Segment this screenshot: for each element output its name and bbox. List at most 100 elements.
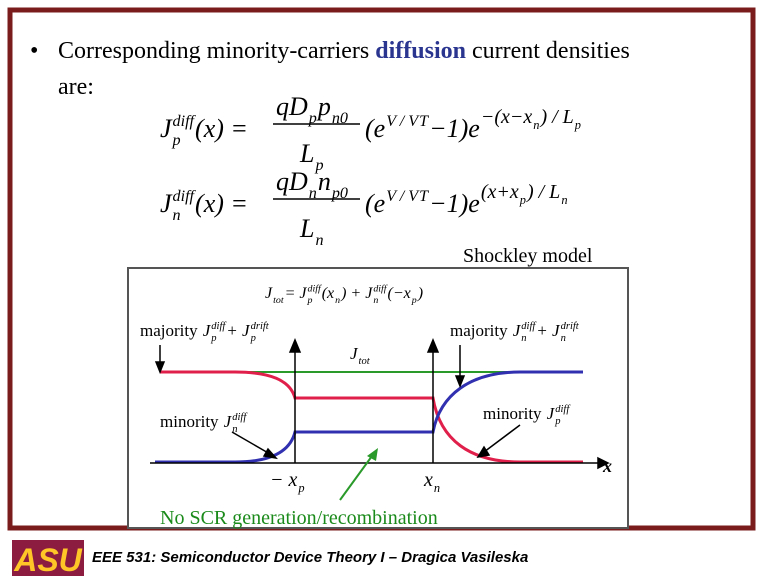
jtot-equation: diff [307,283,321,294]
equation-exponent: n [561,193,567,207]
equation-lhs: J [160,114,173,143]
note-arrow [339,455,373,501]
equation-exponent: −(x−x [481,106,533,128]
equation-lhs: J [160,189,173,218]
equation-factor: V / V [386,188,420,205]
axis-label: x [602,456,612,476]
bullet-mark: • [30,38,38,64]
jtot-equation: J [265,285,273,302]
logo: ASU [13,542,82,578]
majority-label: drift [251,321,270,332]
jtot-label: J [350,344,359,363]
bullet-text: Corresponding minority-carriers diffusio… [58,38,630,64]
footer-text: EEE 531: Semiconductor Device Theory I –… [92,549,528,566]
equation-factor: V / V [386,113,420,130]
minority-label: J [547,404,556,423]
equation-numerator: qD [276,167,308,196]
jtot-equation: (−x [388,285,411,302]
equation-factor: T [419,188,429,205]
minority-label: minority [160,412,219,431]
arrow-head [288,338,302,353]
jtot-equation: (x [322,285,334,302]
majority-label: p [250,333,256,344]
equation-factor: (e [365,189,385,218]
equation-exponent: ) / L [526,181,560,203]
jtot-equation: tot [273,295,284,306]
majority-label: majority [450,321,508,340]
jtot-equation: p [411,295,417,306]
majority-label: n [521,333,526,344]
jtot-equation: n [335,295,340,306]
jtot-equation: p [306,295,312,306]
arrow-head [154,361,166,375]
logo-box [12,540,84,576]
equation-lhs: (x) = [195,114,248,143]
jtot-equation: diff [373,283,387,294]
majority-label: diff [521,321,537,332]
boundary-label: − x [270,469,297,491]
figure-caption: Shockley model [463,245,593,267]
equation-exponent: (x+x [481,181,519,203]
equation-denominator: p [314,157,323,174]
boundary-label: n [434,481,440,495]
arrow-head [367,448,378,461]
minority-label: n [232,424,237,435]
equation-lhs: n [173,207,181,224]
axes [150,338,610,470]
arrow-head [426,338,440,353]
majority-label: n [561,333,566,344]
equation-exponent: ) / L [539,106,573,128]
jtot-label: tot [359,356,371,367]
x-axis-arrow [597,456,610,470]
equation-lhs: diff [173,113,197,130]
majority-label: majority [140,321,198,340]
jtot-equation: = J [285,285,308,302]
minority-label: diff [555,404,571,415]
equation-factor: −1)e [429,189,480,218]
arrow-head [454,375,466,389]
equation-numerator: p0 [331,185,348,202]
equation-denominator: L [299,139,314,168]
equation-factor: −1)e [429,114,480,143]
jtot-equation: ) + J [340,285,373,302]
majority-label: drift [561,321,580,332]
bullet-start: Corresponding minority-carriers [58,38,369,64]
jtot-equation: ) [417,285,423,302]
equation-lhs: diff [173,188,197,205]
boundary-label: x [423,469,433,491]
arrow-head [476,445,491,459]
bullet-end: current densities [472,38,630,64]
equation-exponent: n [533,118,539,132]
boundary-label: p [297,481,304,495]
equation-lhs: (x) = [195,189,248,218]
majority-label: J [203,321,212,340]
equation-exponent: p [574,118,581,132]
equation-denominator: n [315,232,323,249]
majority-label: p [210,333,216,344]
bullet-wrap: are: [58,74,94,100]
minority-label: minority [483,404,542,423]
equation-numerator: n [318,167,331,196]
arrow-head [262,447,278,460]
equation-numerator: p [316,92,331,121]
majority-label: + J [226,321,251,340]
minority-label: diff [232,412,248,423]
equation-factor: (e [365,114,385,143]
equation-factor: T [419,113,429,130]
bullet-highlight: diffusion [375,38,466,64]
equation-numerator: n0 [332,110,348,127]
jtot-equation: n [373,295,378,306]
equation-numerator: n [309,185,317,202]
majority-label: + J [536,321,561,340]
pointer [483,424,521,453]
majority-label: diff [211,321,227,332]
equation-numerator: p [308,110,317,127]
equation-exponent: p [519,193,526,207]
figure-note: No SCR generation/recombination [160,507,438,529]
equation-lhs: p [172,132,181,149]
minority-label: p [554,416,560,427]
majority-label: J [513,321,522,340]
minority-label: J [224,412,233,431]
